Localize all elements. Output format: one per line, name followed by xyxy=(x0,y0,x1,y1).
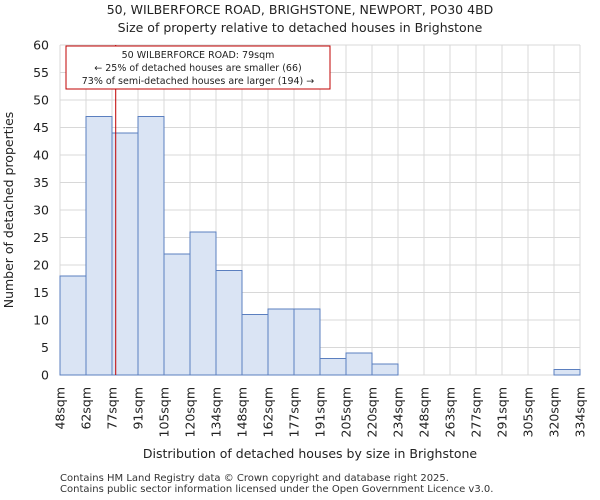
footer-line2: Contains public sector information licen… xyxy=(60,484,494,495)
bar-177sqm xyxy=(293,308,321,376)
y-axis-ticks: 0 5 10 15 20 25 30 35 40 45 50 55 60 xyxy=(33,38,49,383)
bar-162sqm xyxy=(267,308,295,376)
x-tick-label: 120sqm xyxy=(183,387,198,437)
x-axis-label: Distribution of detached houses by size … xyxy=(143,446,478,461)
y-tick-label: 5 xyxy=(41,340,49,355)
y-tick-label: 15 xyxy=(33,285,49,300)
y-tick-label: 45 xyxy=(33,120,49,135)
bar-320sqm xyxy=(553,369,581,376)
y-tick-label: 10 xyxy=(33,313,49,328)
y-tick-label: 55 xyxy=(33,65,49,80)
x-tick-label: 105sqm xyxy=(157,387,172,437)
footer-line1: Contains HM Land Registry data © Crown c… xyxy=(60,473,449,484)
x-tick-label: 48sqm xyxy=(53,387,68,430)
x-tick-label: 162sqm xyxy=(261,387,276,437)
x-tick-label: 277sqm xyxy=(469,387,484,437)
x-tick-label: 334sqm xyxy=(573,387,588,437)
x-tick-label: 205sqm xyxy=(339,387,354,437)
y-tick-label: 60 xyxy=(33,38,49,53)
annotation-line2: ← 25% of detached houses are smaller (66… xyxy=(94,63,301,74)
x-tick-label: 191sqm xyxy=(313,387,328,437)
x-tick-label: 234sqm xyxy=(391,387,406,437)
annotation-box-border xyxy=(65,45,331,90)
x-tick-label: 62sqm xyxy=(79,387,94,430)
bar-134sqm xyxy=(215,270,243,376)
x-axis-ticks: 48sqm 62sqm 77sqm 91sqm 105sqm 120sqm 134sqm 14… xyxy=(53,387,588,437)
x-tick-label: 134sqm xyxy=(209,387,224,437)
x-tick-label: 248sqm xyxy=(417,387,432,437)
bar-120sqm xyxy=(189,231,217,376)
x-tick-label: 220sqm xyxy=(365,387,380,437)
bar-48sqm xyxy=(59,275,87,376)
y-tick-label: 50 xyxy=(33,93,49,108)
bar-148sqm xyxy=(241,314,269,376)
bar-77sqm xyxy=(111,132,139,376)
y-tick-label: 40 xyxy=(33,148,49,163)
x-tick-label: 77sqm xyxy=(105,387,120,430)
x-tick-label: 263sqm xyxy=(443,387,458,437)
chart-title-line1: 50, WILBERFORCE ROAD, BRIGHSTONE, NEWPOR… xyxy=(107,2,494,17)
y-tick-label: 35 xyxy=(33,175,49,190)
y-axis-label: Number of detached properties xyxy=(1,112,16,309)
y-tick-label: 25 xyxy=(33,230,49,245)
x-tick-label: 91sqm xyxy=(131,387,146,430)
y-tick-label: 20 xyxy=(33,258,49,273)
bar-105sqm xyxy=(163,253,191,376)
histogram-chart: 50, WILBERFORCE ROAD, BRIGHSTONE, NEWPOR… xyxy=(1,2,588,461)
x-tick-label: 148sqm xyxy=(235,387,250,437)
x-tick-label: 291sqm xyxy=(495,387,510,437)
y-tick-label: 0 xyxy=(41,368,49,383)
y-tick-label: 30 xyxy=(33,203,49,218)
bars xyxy=(59,116,581,376)
x-tick-label: 320sqm xyxy=(547,387,562,437)
bar-62sqm xyxy=(85,116,113,376)
annotation-line3: 73% of semi-detached houses are larger (… xyxy=(82,76,315,87)
x-tick-label: 305sqm xyxy=(521,387,536,437)
bar-191sqm xyxy=(319,358,347,376)
annotation-box: 50 WILBERFORCE ROAD: 79sqm ← 25% of deta… xyxy=(65,45,331,90)
bar-220sqm xyxy=(371,363,399,376)
x-tick-label: 177sqm xyxy=(287,387,302,437)
chart-title-line2: Size of property relative to detached ho… xyxy=(118,20,483,35)
annotation-line1: 50 WILBERFORCE ROAD: 79sqm xyxy=(122,50,275,61)
bar-91sqm xyxy=(137,116,165,376)
bar-205sqm xyxy=(345,352,373,376)
